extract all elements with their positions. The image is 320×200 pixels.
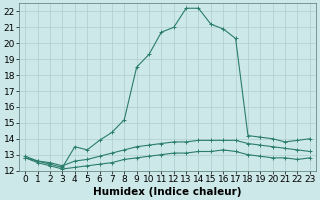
X-axis label: Humidex (Indice chaleur): Humidex (Indice chaleur) xyxy=(93,187,242,197)
